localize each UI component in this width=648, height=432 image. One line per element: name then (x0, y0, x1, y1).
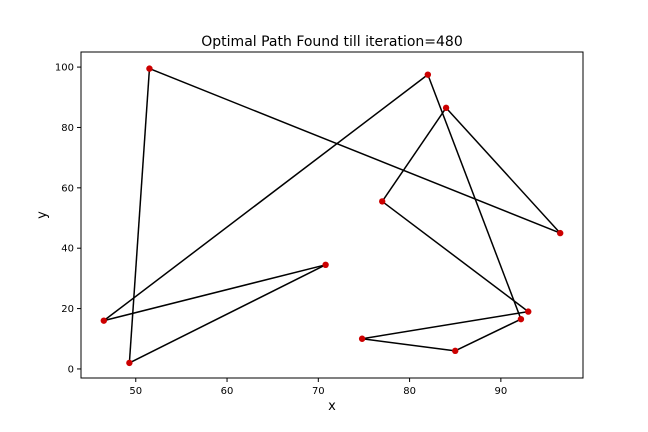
y-tick-label: 80 (61, 123, 74, 134)
path-node (517, 315, 525, 323)
path-node (424, 71, 432, 78)
path-node (452, 347, 459, 355)
x-axis-label: x (328, 399, 336, 414)
path-node (379, 198, 386, 205)
path-segment (103, 74, 429, 322)
axes-frame (80, 51, 584, 379)
path-segment (381, 107, 447, 202)
path-segment (149, 67, 561, 234)
path-node (126, 359, 133, 367)
path-node (525, 308, 532, 315)
path-segment (445, 107, 561, 234)
path-segment (103, 264, 326, 322)
y-tick-label: 40 (61, 244, 74, 255)
path-node (100, 317, 108, 324)
x-tick-label: 60 (221, 386, 234, 397)
path-node (322, 261, 329, 269)
plot-area (100, 65, 564, 367)
path-segment (129, 264, 326, 364)
path-node (442, 104, 450, 112)
path-segment (454, 318, 522, 352)
y-axis: 0 20 40 60 80 100 (55, 63, 81, 375)
x-tick-label: 80 (403, 386, 416, 397)
path-node (556, 229, 564, 237)
path-segment (362, 338, 456, 352)
x-tick-label: 50 (129, 386, 142, 397)
y-tick-label: 20 (61, 304, 74, 315)
chart-title: Optimal Path Found till iteration=480 (201, 34, 462, 50)
path-segment (361, 310, 529, 340)
x-axis: 50 60 70 80 90 (129, 378, 507, 397)
path-segment (427, 74, 522, 320)
x-tick-label: 70 (312, 386, 325, 397)
y-axis-label: y (35, 211, 50, 219)
y-tick-label: 0 (68, 364, 74, 375)
path-node (358, 335, 366, 342)
x-tick-label: 90 (494, 386, 507, 397)
y-tick-label: 100 (55, 63, 74, 74)
y-tick-label: 60 (61, 183, 74, 194)
path-segment (381, 200, 529, 313)
path-node (146, 65, 153, 72)
